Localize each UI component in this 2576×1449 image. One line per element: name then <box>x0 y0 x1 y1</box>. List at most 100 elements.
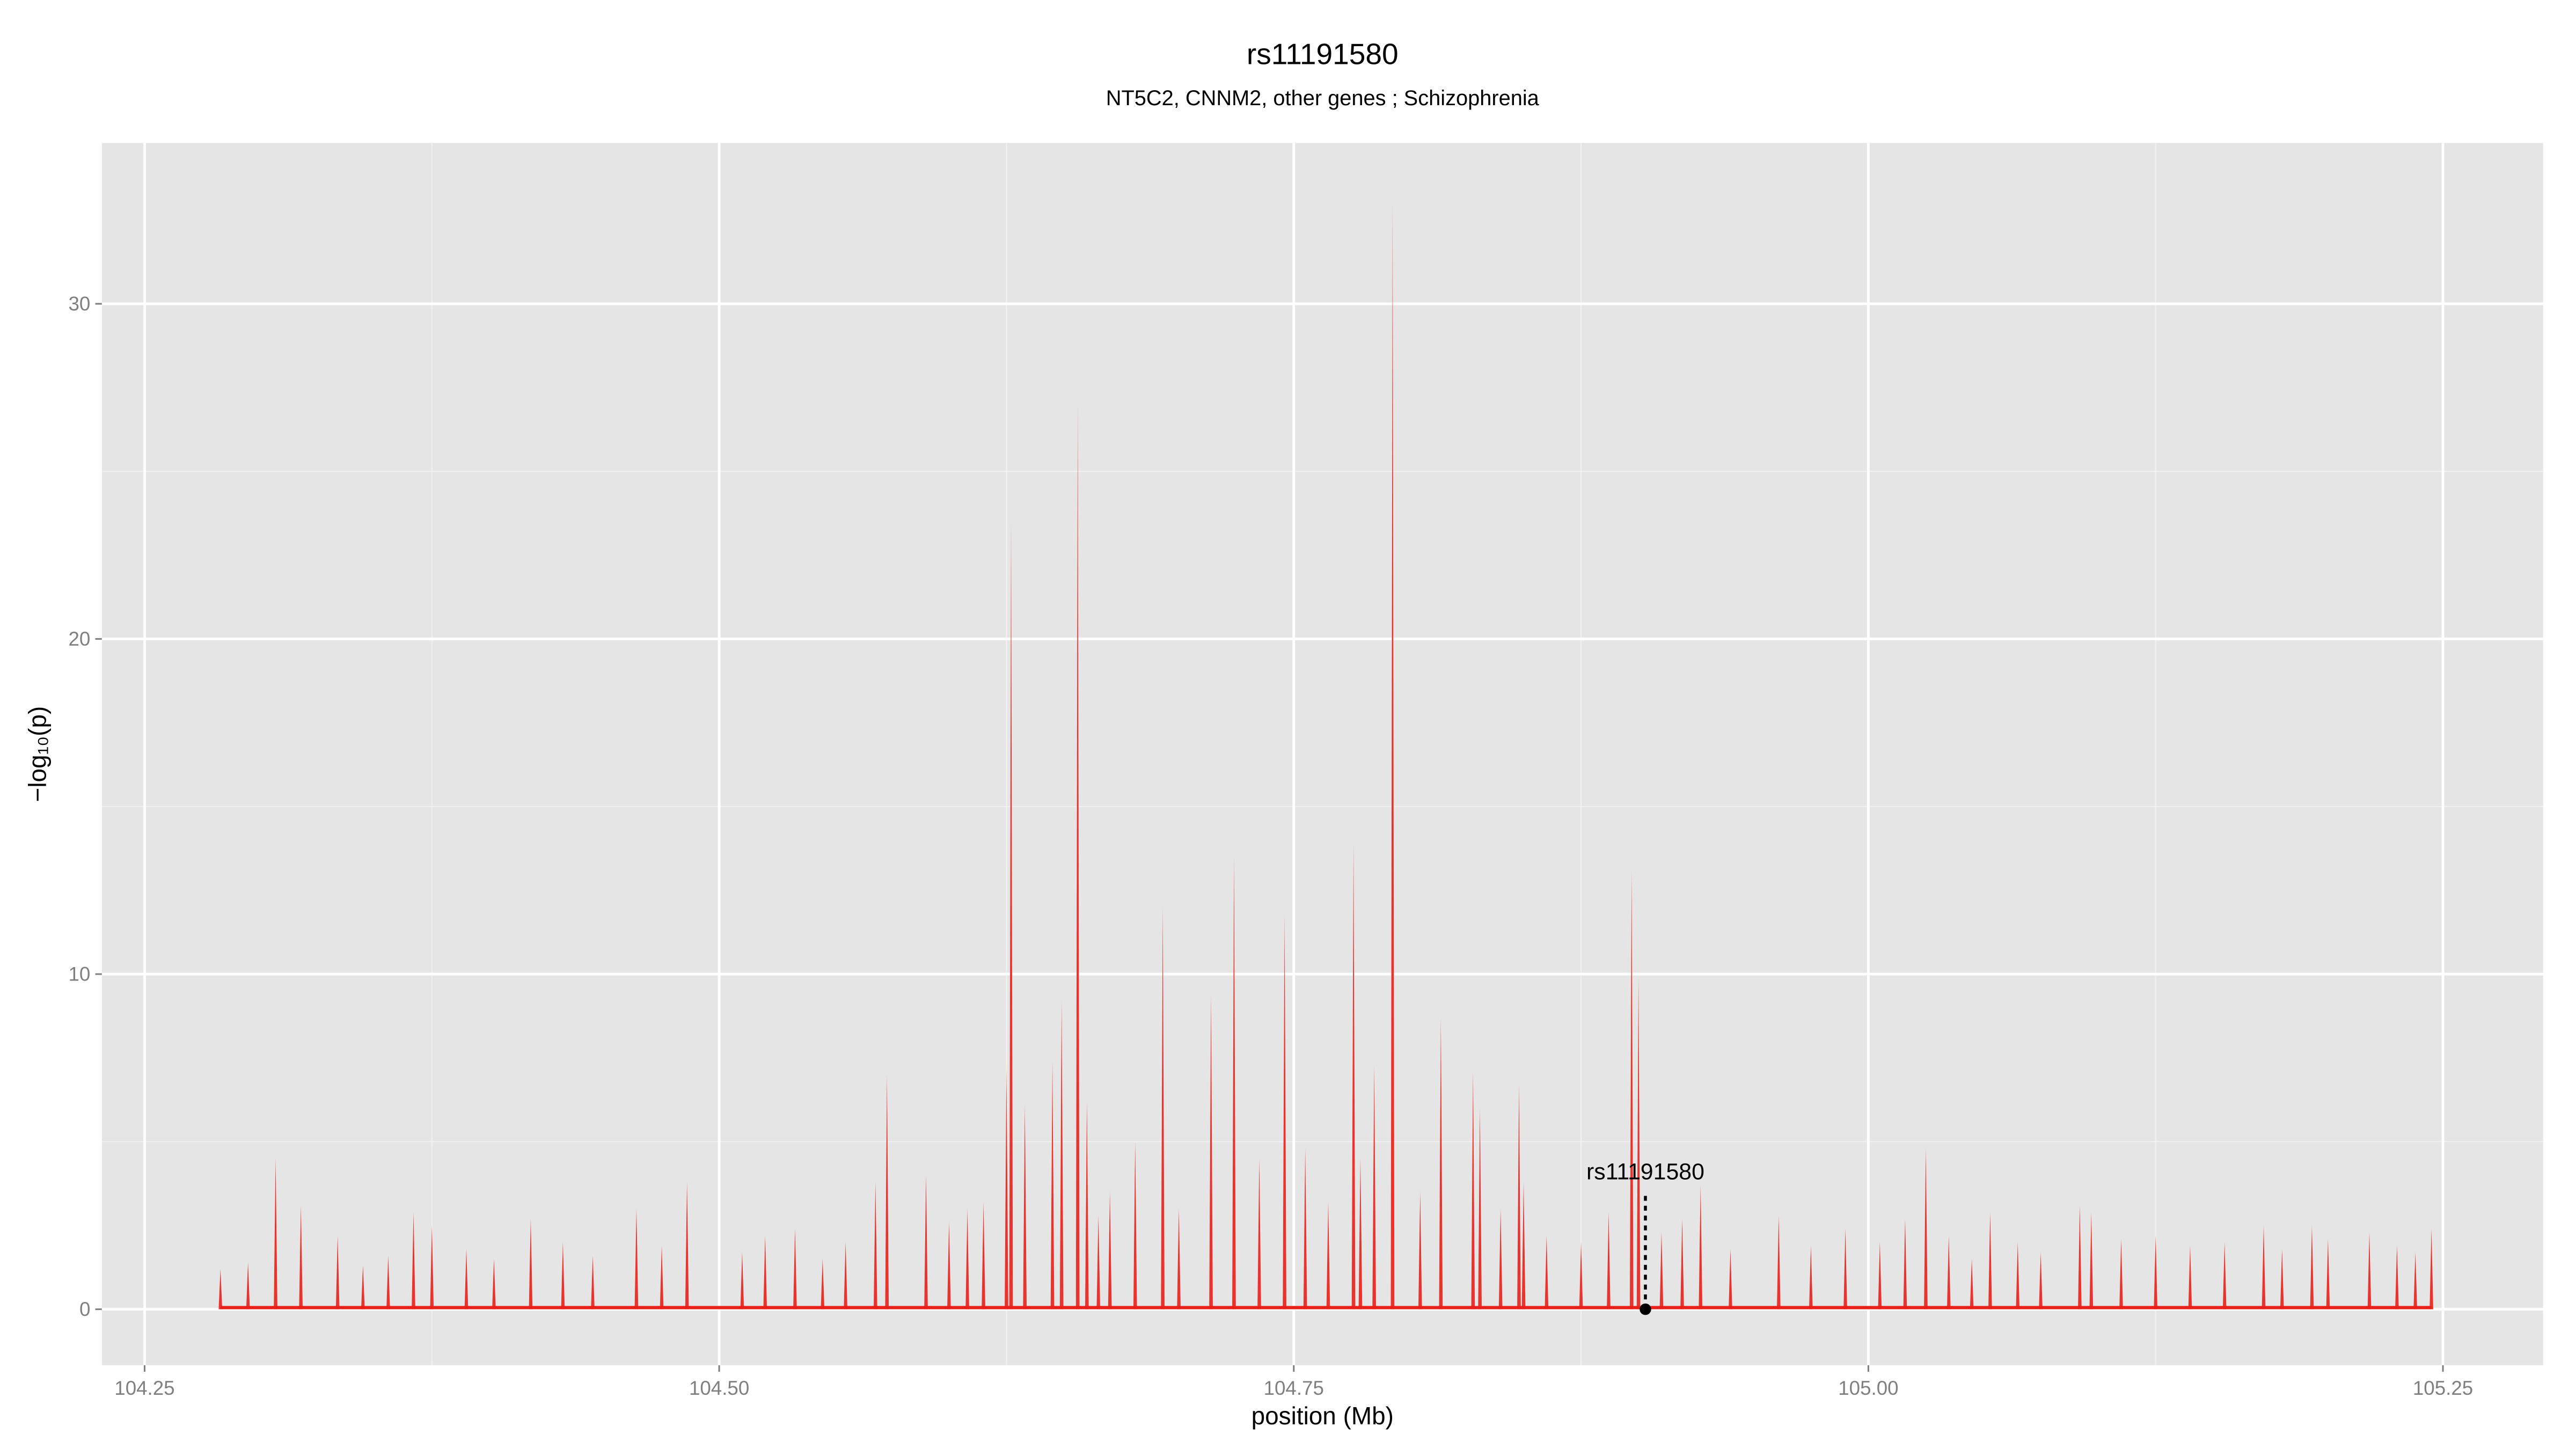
y-axis-label: −log₁₀(p) <box>24 706 52 802</box>
spike <box>1659 1232 1664 1309</box>
spike <box>1579 1242 1583 1309</box>
spike <box>1257 1158 1261 1309</box>
spike <box>885 1074 889 1309</box>
y-tick-label: 0 <box>79 1298 90 1320</box>
spike <box>1059 1001 1064 1309</box>
spike <box>1521 1182 1526 1309</box>
spike <box>1680 1218 1684 1309</box>
spike <box>965 1209 969 1309</box>
spike <box>1023 1104 1027 1309</box>
spike <box>1517 1085 1521 1309</box>
spike <box>947 1222 951 1309</box>
spike <box>335 1235 340 1309</box>
spike <box>924 1175 928 1309</box>
spike <box>1283 913 1286 1309</box>
spike <box>1946 1235 1951 1309</box>
x-tick-label: 104.25 <box>114 1377 174 1399</box>
y-tick-label: 30 <box>69 292 91 314</box>
spike <box>1161 907 1165 1309</box>
spike <box>412 1212 415 1309</box>
spike <box>299 1205 303 1309</box>
spike <box>2413 1252 2418 1309</box>
spike <box>1988 1212 1992 1309</box>
spike <box>1498 1209 1503 1309</box>
spike <box>246 1262 250 1309</box>
spike <box>1050 1061 1055 1309</box>
spike <box>740 1252 744 1309</box>
marks <box>218 200 2434 1309</box>
spike <box>361 1265 365 1309</box>
spike <box>1133 1141 1137 1309</box>
spike <box>1177 1209 1181 1309</box>
spike <box>274 1158 277 1309</box>
spike <box>2310 1225 2314 1309</box>
spike <box>1471 1071 1475 1309</box>
chart-subtitle: NT5C2, CNNM2, other genes ; Schizophreni… <box>1106 86 1540 110</box>
spike <box>1777 1215 1781 1309</box>
spike <box>1085 1101 1089 1309</box>
spike <box>1903 1218 1907 1309</box>
spike <box>561 1242 565 1309</box>
spike <box>873 1182 877 1309</box>
spike <box>1391 200 1395 1309</box>
spike <box>386 1255 390 1309</box>
spike <box>821 1258 825 1309</box>
spike <box>2039 1252 2043 1309</box>
spike <box>1970 1258 1974 1309</box>
baseline-band <box>220 1306 2432 1309</box>
spike <box>1607 1212 1611 1309</box>
x-tick-label: 105.25 <box>2413 1377 2473 1399</box>
spike <box>2429 1228 2434 1309</box>
spike <box>1358 1158 1363 1309</box>
spike <box>1005 1067 1008 1309</box>
spike <box>982 1202 985 1309</box>
spike <box>685 1182 689 1309</box>
spike <box>464 1249 469 1309</box>
spike <box>1545 1235 1549 1309</box>
spike <box>660 1245 664 1309</box>
chart-title: rs11191580 <box>1247 37 1399 70</box>
spike <box>2089 1212 2094 1309</box>
spike <box>1636 977 1641 1309</box>
spike <box>218 1269 223 1309</box>
spike <box>1843 1228 1847 1309</box>
spike <box>1729 1249 1732 1309</box>
spike <box>1478 1108 1482 1309</box>
spike <box>763 1235 767 1309</box>
spike <box>492 1258 496 1309</box>
annotation-point <box>1640 1303 1651 1315</box>
spike <box>1699 1185 1703 1309</box>
spike <box>2222 1242 2227 1309</box>
grid <box>101 143 2543 1365</box>
spike <box>793 1228 797 1309</box>
x-tick-label: 105.00 <box>1838 1377 1898 1399</box>
spike <box>2367 1232 2372 1309</box>
spike <box>2395 1245 2399 1309</box>
spike <box>1209 994 1213 1309</box>
spike <box>1372 1064 1377 1309</box>
spike <box>1009 522 1013 1309</box>
spike <box>1075 404 1080 1309</box>
spike <box>1439 1018 1443 1309</box>
plot-panel <box>101 143 2543 1365</box>
spike <box>2154 1235 2158 1309</box>
spike <box>2188 1245 2192 1309</box>
spike <box>2016 1242 2020 1309</box>
spike <box>2262 1225 2266 1309</box>
x-tick-label: 104.75 <box>1264 1377 1324 1399</box>
spike <box>1878 1242 1882 1309</box>
spike <box>430 1225 434 1309</box>
spike <box>1232 857 1236 1309</box>
spike <box>1351 843 1356 1309</box>
spike <box>1629 870 1634 1309</box>
x-tick-label: 104.50 <box>689 1377 749 1399</box>
spike <box>2326 1239 2330 1309</box>
spike <box>1418 1192 1422 1309</box>
spike <box>844 1242 848 1309</box>
spike <box>529 1218 533 1309</box>
y-tick-label: 10 <box>69 963 91 985</box>
x-axis-label: position (Mb) <box>1252 1402 1394 1430</box>
spike <box>1096 1215 1101 1309</box>
